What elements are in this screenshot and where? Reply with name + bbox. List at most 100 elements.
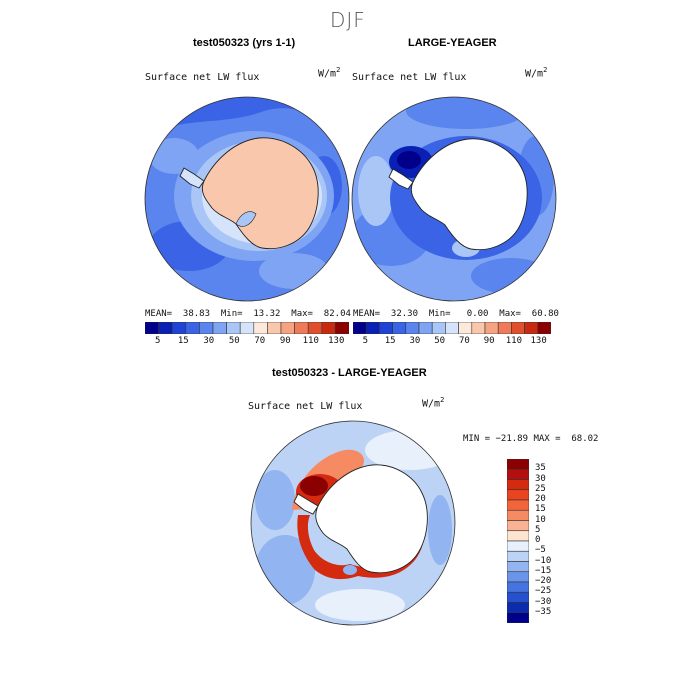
colorbar-tick-label: 25 [535, 483, 546, 494]
polar-map-diff [250, 420, 456, 626]
units-label-obs: W/m2 [525, 66, 548, 80]
colorbar-swatch [507, 509, 529, 521]
polar-map-model [144, 96, 350, 302]
colorbar-swatch [335, 322, 349, 334]
colorbar-swatch [507, 468, 529, 480]
colorbar-ticks-model: 5 15 30 50 70 90 110 130 [145, 336, 349, 348]
colorbar-swatch [511, 322, 525, 334]
colorbar-tick-label: 15 [177, 336, 189, 346]
colorbar-tick-label: −25 [535, 586, 552, 597]
colorbar-swatch [507, 571, 529, 583]
colorbar-swatch [405, 322, 420, 334]
colorbar-swatch [507, 459, 529, 470]
page-title: DJF [330, 8, 366, 32]
panel-title-diff: test050323 - LARGE-YEAGER [272, 367, 427, 379]
colorbar-swatch [507, 520, 529, 532]
colorbar-tick-label: 50 [228, 336, 240, 346]
colorbar-diff [507, 459, 529, 623]
colorbar-tick-label: −20 [535, 576, 552, 586]
colorbar-tick-label: 5 [155, 336, 161, 346]
units-label-diff: W/m2 [422, 396, 445, 410]
colorbar-swatch [158, 322, 173, 334]
panel-title-model: test050323 (yrs 1-1) [193, 37, 296, 49]
colorbar-swatch [226, 322, 241, 334]
colorbar-tick-label: 10 [535, 514, 546, 525]
colorbar-swatch [353, 322, 367, 334]
colorbar-tick-label: 70 [254, 336, 266, 346]
colorbar-swatch [507, 550, 529, 562]
colorbar-tick-label: 15 [384, 336, 396, 346]
colorbar-swatch [280, 322, 295, 334]
variable-label-obs: Surface net LW flux [352, 72, 467, 83]
colorbar-swatch [507, 489, 529, 501]
colorbar-swatch [418, 322, 433, 334]
variable-label-model: Surface net LW flux [145, 72, 260, 83]
colorbar-swatch [484, 322, 499, 334]
colorbar-tick-label: 130 [530, 336, 547, 346]
colorbar-swatch [507, 540, 529, 552]
colorbar-swatch [458, 322, 473, 334]
colorbar-model [145, 322, 349, 334]
colorbar-swatch [145, 322, 159, 334]
colorbar-swatch [524, 322, 539, 334]
colorbar-tick-label: 0 [535, 535, 541, 545]
colorbar-swatch [507, 479, 529, 491]
colorbar-swatch [307, 322, 323, 334]
colorbar-tick-label: −35 [535, 606, 552, 617]
colorbar-swatch [507, 499, 529, 511]
colorbar-swatch [253, 322, 268, 334]
colorbar-swatch [199, 322, 214, 334]
colorbar-obs [353, 322, 551, 334]
colorbar-swatch [507, 561, 529, 573]
panel-title-obs: LARGE-YEAGER [408, 37, 497, 49]
colorbar-swatch [212, 322, 227, 334]
colorbar-tick-label: 110 [302, 336, 319, 346]
colorbar-swatch [507, 530, 529, 542]
colorbar-tick-label: 5 [535, 524, 541, 535]
colorbar-swatch [471, 322, 486, 334]
colorbar-tick-label: 30 [203, 336, 215, 346]
antarctica-outline-obs [410, 138, 528, 251]
colorbar-swatch [507, 581, 529, 593]
polar-map-obs [351, 96, 557, 302]
colorbar-tick-label: 70 [458, 336, 470, 346]
colorbar-swatch [294, 322, 309, 334]
units-label-model: W/m2 [318, 66, 341, 80]
colorbar-swatch [507, 612, 529, 623]
colorbar-tick-label: 20 [535, 494, 546, 504]
colorbar-tick-label: −30 [535, 596, 552, 607]
antarctica-outline-model [201, 137, 319, 250]
colorbar-swatch [537, 322, 551, 334]
colorbar-ticks-diff: 35 30 25 20 15 10 5 0 −5 −10 −15 −20 −25 −30 −35 [535, 459, 575, 623]
colorbar-tick-label: 90 [279, 336, 291, 346]
colorbar-tick-label: 35 [535, 463, 546, 474]
colorbar-swatch [431, 322, 446, 334]
colorbar-tick-label: −5 [535, 545, 546, 556]
antarctica-outline-diff [315, 464, 428, 574]
colorbar-swatch [392, 322, 407, 334]
colorbar-tick-label: −15 [535, 565, 552, 576]
colorbar-tick-label: 30 [535, 473, 546, 484]
colorbar-swatch [445, 322, 459, 334]
colorbar-swatch [365, 322, 380, 334]
colorbar-tick-label: −10 [535, 555, 552, 566]
colorbar-swatch [321, 322, 336, 334]
variable-label-diff: Surface net LW flux [248, 401, 363, 412]
colorbar-tick-label: 5 [362, 336, 369, 346]
colorbar-tick-label: 90 [483, 336, 495, 346]
stats-model: MEAN= 38.83 Min= 13.32 Max= 82.04 [145, 309, 351, 319]
stats-obs: MEAN= 32.30 Min= 0.00 Max= 60.80 [353, 309, 559, 319]
colorbar-swatch [185, 322, 200, 334]
stats-diff: MIN = −21.89 MAX = 68.02 [463, 434, 599, 444]
colorbar-swatch [507, 602, 529, 614]
colorbar-tick-label: 130 [328, 336, 345, 346]
colorbar-swatch [171, 322, 187, 334]
colorbar-ticks-obs: 5 15 30 50 70 90 110 130 [353, 336, 551, 348]
colorbar-swatch [379, 322, 393, 334]
colorbar-tick-label: 15 [535, 504, 546, 515]
colorbar-swatch [239, 322, 255, 334]
colorbar-swatch [497, 322, 512, 334]
colorbar-tick-label: 110 [505, 336, 522, 346]
colorbar-tick-label: 50 [434, 336, 446, 346]
colorbar-swatch [267, 322, 282, 334]
